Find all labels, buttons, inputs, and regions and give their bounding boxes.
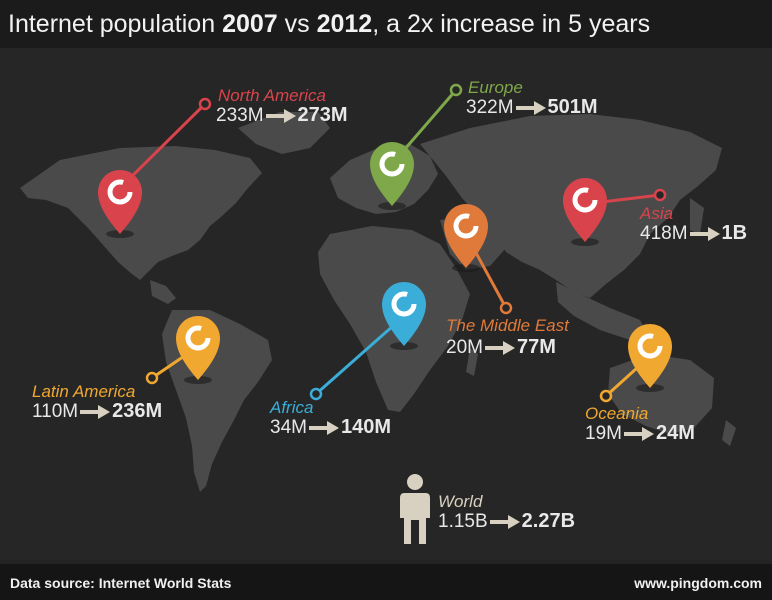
world-map-shapes [20, 83, 736, 544]
site-url: www.pingdom.com [634, 575, 762, 591]
value-2007: 34M [270, 416, 307, 438]
arrow-right-icon [80, 404, 111, 419]
value-2007: 233M [216, 104, 264, 126]
value-2012: 77M [516, 336, 556, 358]
region-values-latin-america: 110M 236M [32, 400, 162, 423]
arrow-right-icon [689, 226, 720, 241]
data-source: Data source: Internet World Stats [10, 575, 232, 591]
north-america-connector [118, 102, 207, 190]
continent-oceania [608, 354, 714, 434]
world-map: North America 233M 273M Europe 322M 501M… [0, 48, 772, 560]
region-values-africa: 34M 140M [270, 416, 391, 439]
value-2012: 2.27B [521, 510, 576, 532]
arrow-right-icon [308, 420, 339, 435]
region-name-middle-east: The Middle East [446, 316, 569, 335]
africa-dot [309, 387, 323, 401]
middle-east-dot [499, 301, 513, 315]
north-america-dot [198, 97, 212, 111]
region-values-europe: 322M 501M [466, 96, 598, 119]
latin-america-dot [145, 371, 159, 385]
value-2012: 273M [297, 104, 348, 126]
title-bar: Internet population 2007 vs 2012, a 2x i… [0, 0, 772, 48]
value-2012: 236M [112, 400, 163, 422]
arrow-right-icon [484, 340, 515, 355]
value-2007: 322M [466, 96, 514, 118]
region-name-europe: Europe [468, 78, 523, 97]
value-2007: 1.15B [438, 510, 488, 532]
oceania-dot [599, 389, 613, 403]
value-2007: 110M [32, 400, 79, 422]
region-values-middle-east: 20M 77M [446, 336, 556, 359]
region-values-north-america: 233M 273M [216, 104, 348, 127]
arrow-right-icon [515, 100, 546, 115]
value-2012: 501M [547, 96, 598, 118]
region-name-latin-america: Latin America [32, 382, 136, 401]
footer: Data source: Internet World Stats www.pi… [0, 564, 772, 600]
arrow-right-icon [623, 426, 654, 441]
oceania-pin-icon [628, 324, 672, 392]
africa-connector [315, 316, 403, 396]
region-name-north-america: North America [218, 86, 327, 105]
page-title: Internet population 2007 vs 2012, a 2x i… [8, 10, 651, 38]
region-values-asia: 418M 1B [640, 222, 747, 245]
arrow-right-icon [489, 514, 520, 529]
region-name-oceania: Oceania [585, 404, 649, 423]
region-name-africa: Africa [270, 398, 314, 417]
europe-pin-icon [370, 142, 414, 210]
region-values-world: 1.15B 2.27B [438, 510, 575, 533]
arrow-right-icon [265, 108, 296, 123]
asia-pin-icon [563, 178, 607, 246]
value-2007: 19M [585, 422, 622, 444]
value-2012: 1B [721, 222, 748, 244]
region-name-world: World [438, 492, 483, 511]
continent-north-america [20, 146, 262, 280]
value-2007: 20M [446, 336, 483, 358]
region-name-asia: Asia [640, 204, 674, 223]
europe-dot [449, 83, 463, 97]
person-icon [400, 474, 430, 544]
latin-america-pin-icon [176, 316, 220, 384]
value-2007: 418M [640, 222, 688, 244]
middle-east-pin-icon [444, 204, 488, 272]
asia-dot [653, 188, 667, 202]
region-values-oceania: 19M 24M [585, 422, 695, 445]
north-america-pin-icon [98, 170, 142, 238]
value-2012: 24M [655, 422, 695, 444]
africa-pin-icon [382, 282, 426, 350]
value-2012: 140M [340, 416, 391, 438]
